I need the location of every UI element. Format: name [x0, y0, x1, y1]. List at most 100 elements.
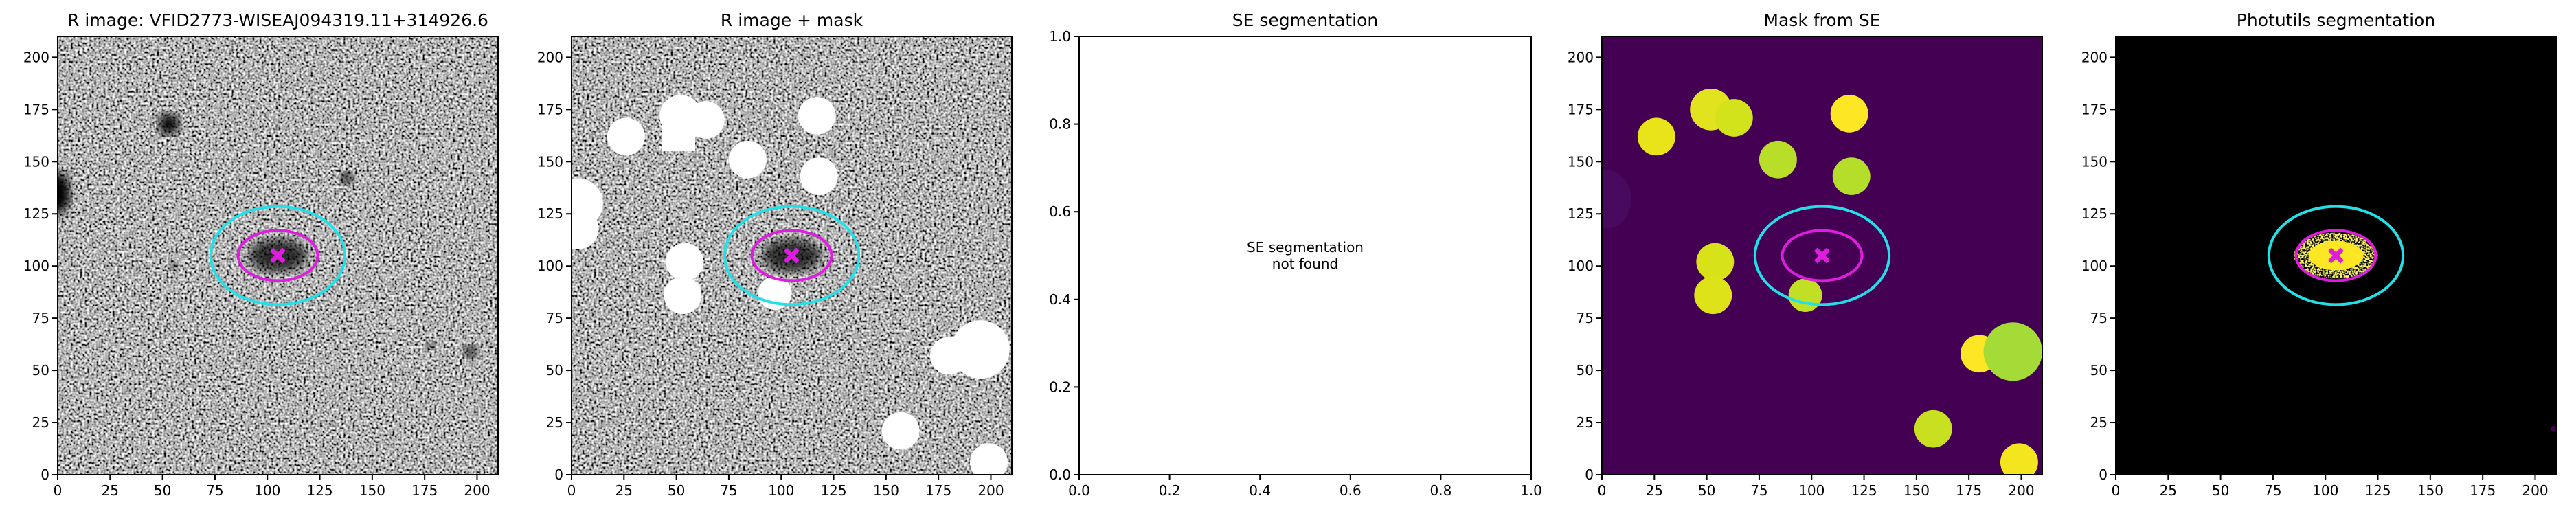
x-tick-label: 50	[154, 482, 171, 499]
x-tick-label: 200	[978, 482, 1004, 499]
x-tick-label: 75	[2264, 482, 2281, 499]
y-tick-label: 100	[2081, 258, 2108, 274]
y-tick-label: 0.4	[1049, 291, 1071, 308]
y-tick-label: 0.0	[1049, 466, 1071, 483]
x-tick-label: 1.0	[1520, 482, 1542, 499]
y-tick-label: 175	[23, 101, 49, 117]
y-tick-label: 150	[1568, 153, 1594, 170]
y-tick-label: 175	[2081, 101, 2108, 117]
x-tick-label: 75	[1750, 482, 1767, 499]
y-tick-label: 25	[2090, 414, 2108, 431]
x-tick-label: 150	[873, 482, 899, 499]
x-tick-label: 0.0	[1068, 482, 1090, 499]
y-tick-label: 200	[537, 49, 563, 65]
y-tick-label: 25	[1577, 414, 1594, 431]
y-tick-label: 200	[2081, 49, 2108, 65]
x-tick-label: 175	[2470, 482, 2496, 499]
y-tick-label: 125	[2081, 205, 2108, 222]
x-tick-label: 75	[206, 482, 223, 499]
x-tick-label: 25	[615, 482, 633, 499]
axes-frame	[2115, 36, 2557, 475]
y-tick-label: 50	[1577, 362, 1594, 379]
y-tick-label: 25	[546, 414, 563, 431]
y-tick-label: 50	[32, 362, 49, 379]
axes-frame	[57, 36, 499, 475]
y-tick-label: 0	[554, 466, 563, 483]
y-tick-label: 75	[2090, 310, 2108, 326]
x-tick-label: 0.8	[1430, 482, 1451, 499]
x-tick-label: 100	[768, 482, 794, 499]
y-tick-label: 0	[2099, 466, 2108, 483]
x-tick-label: 50	[668, 482, 685, 499]
axes-frame	[1078, 36, 1532, 475]
y-tick-label: 175	[537, 101, 563, 117]
y-tick-label: 175	[1568, 101, 1594, 117]
x-tick-label: 175	[1956, 482, 1982, 499]
x-tick-label: 75	[720, 482, 737, 499]
y-tick-label: 100	[1568, 258, 1594, 274]
y-tick-label: 100	[537, 258, 563, 274]
panel-title: R image: VFID2773-WISEAJ094319.11+314926…	[67, 10, 488, 30]
y-tick-label: 75	[546, 310, 563, 326]
x-tick-label: 0	[2112, 482, 2121, 499]
se-mask	[1602, 36, 2042, 475]
y-tick-label: 200	[23, 49, 49, 65]
y-tick-label: 0	[41, 466, 49, 483]
x-tick-label: 200	[464, 482, 490, 499]
photutils-seg	[2116, 36, 2556, 475]
y-tick-label: 100	[23, 258, 49, 274]
annotation: SE segmentation	[1247, 239, 1364, 256]
r-image-mask	[572, 36, 1012, 475]
x-tick-label: 25	[1646, 482, 1663, 499]
y-tick-label: 200	[1568, 49, 1594, 65]
y-tick-label: 150	[537, 153, 563, 170]
x-tick-label: 125	[2364, 482, 2391, 499]
y-tick-label: 75	[32, 310, 49, 326]
x-tick-label: 125	[1851, 482, 1877, 499]
x-tick-label: 100	[2312, 482, 2338, 499]
y-tick-label: 125	[1568, 205, 1594, 222]
annotation: not found	[1272, 256, 1338, 272]
x-tick-label: 125	[820, 482, 846, 499]
y-tick-label: 0.2	[1049, 379, 1071, 395]
r-image	[58, 36, 498, 475]
y-tick-label: 25	[32, 414, 49, 431]
y-tick-label: 125	[23, 205, 49, 222]
x-tick-label: 0	[567, 482, 576, 499]
y-tick-label: 50	[546, 362, 563, 379]
x-tick-label: 25	[2160, 482, 2177, 499]
x-tick-label: 0	[54, 482, 63, 499]
panel-title: Mask from SE	[1763, 10, 1880, 30]
x-tick-label: 0.6	[1340, 482, 1362, 499]
x-tick-label: 0.4	[1249, 482, 1271, 499]
x-tick-label: 50	[1698, 482, 1715, 499]
y-tick-label: 0	[1585, 466, 1594, 483]
y-tick-label: 150	[23, 153, 49, 170]
x-tick-label: 100	[1798, 482, 1824, 499]
x-tick-label: 150	[1903, 482, 1930, 499]
y-tick-label: 0.6	[1049, 203, 1071, 220]
x-tick-label: 125	[306, 482, 332, 499]
panel-title: R image + mask	[721, 10, 863, 30]
x-tick-label: 200	[2522, 482, 2548, 499]
y-tick-label: 75	[1577, 310, 1594, 326]
x-tick-label: 175	[925, 482, 951, 499]
x-tick-label: 0	[1598, 482, 1607, 499]
y-tick-label: 150	[2081, 153, 2108, 170]
x-tick-label: 200	[2008, 482, 2034, 499]
plot-area	[1079, 36, 1531, 475]
x-tick-label: 150	[359, 482, 385, 499]
axes-frame	[571, 36, 1013, 475]
x-tick-label: 175	[411, 482, 438, 499]
x-tick-label: 25	[102, 482, 119, 499]
y-tick-label: 50	[2090, 362, 2108, 379]
x-tick-label: 100	[254, 482, 280, 499]
x-tick-label: 0.2	[1159, 482, 1181, 499]
x-tick-label: 150	[2417, 482, 2443, 499]
x-tick-label: 50	[2212, 482, 2229, 499]
y-tick-label: 1.0	[1049, 28, 1071, 45]
panel-title: SE segmentation	[1232, 10, 1378, 30]
y-tick-label: 0.8	[1049, 116, 1071, 133]
